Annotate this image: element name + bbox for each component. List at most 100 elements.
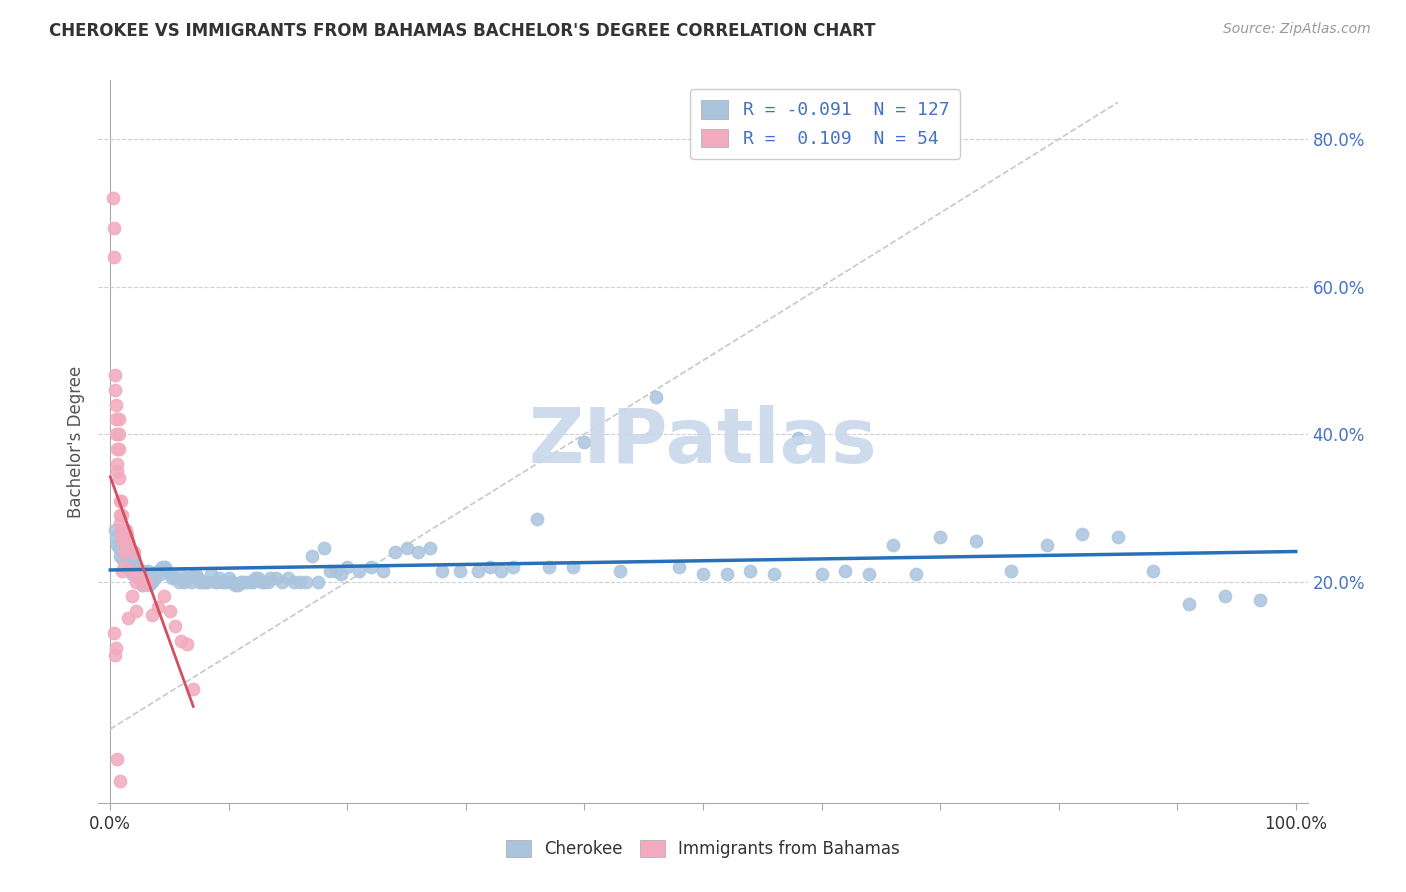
Point (250, 574, 273, 589)
Legend: Cherokee, Immigrants from Bahamas: Cherokee, Immigrants from Bahamas (498, 832, 908, 867)
Point (111, 526, 134, 541)
Point (232, 574, 254, 589)
Point (215, 574, 238, 589)
Point (526, 512, 548, 526)
Point (277, 571, 299, 585)
Point (105, 398, 128, 412)
Point (121, 590, 143, 604)
Point (882, 538, 904, 552)
Point (110, 493, 132, 508)
Point (288, 574, 311, 589)
Point (194, 574, 217, 589)
Point (125, 560, 148, 574)
Point (1107, 530, 1129, 544)
Text: ZIPatlas: ZIPatlas (529, 405, 877, 478)
Point (491, 564, 513, 578)
Point (108, 516, 131, 530)
Point (103, 220, 125, 235)
Point (235, 574, 257, 589)
Point (224, 578, 246, 592)
Point (111, 545, 134, 559)
Point (264, 571, 287, 585)
Point (107, 427, 129, 442)
Point (121, 564, 143, 578)
Point (105, 442, 128, 456)
Point (257, 574, 280, 589)
Point (347, 564, 370, 578)
Point (122, 549, 145, 563)
Point (103, 250, 125, 264)
Point (111, 508, 134, 523)
Point (295, 574, 318, 589)
Point (103, 626, 125, 640)
Text: Source: ZipAtlas.com: Source: ZipAtlas.com (1223, 22, 1371, 37)
Point (159, 604, 181, 618)
Point (668, 560, 690, 574)
Point (1071, 526, 1094, 541)
Point (467, 564, 489, 578)
Point (360, 560, 382, 574)
Point (253, 574, 276, 589)
Point (114, 549, 136, 563)
Point (117, 611, 139, 625)
Point (449, 564, 471, 578)
Point (218, 571, 240, 585)
Point (200, 567, 222, 582)
Point (108, 773, 131, 788)
Point (125, 604, 148, 618)
Point (128, 567, 150, 582)
Point (1249, 593, 1271, 607)
Point (336, 560, 359, 574)
Point (307, 574, 329, 589)
Point (110, 538, 132, 552)
Point (129, 564, 152, 578)
Point (965, 534, 987, 549)
Point (259, 571, 281, 585)
Point (609, 564, 631, 578)
Point (131, 578, 153, 592)
Point (271, 574, 294, 589)
Point (107, 412, 129, 426)
Point (1178, 597, 1201, 611)
Point (574, 434, 596, 449)
Point (395, 541, 418, 556)
Point (114, 545, 136, 559)
Text: CHEROKEE VS IMMIGRANTS FROM BAHAMAS BACHELOR'S DEGREE CORRELATION CHART: CHEROKEE VS IMMIGRANTS FROM BAHAMAS BACH… (49, 22, 876, 40)
Point (125, 574, 148, 589)
Point (152, 590, 174, 604)
Point (229, 574, 252, 589)
Point (105, 412, 128, 426)
Point (834, 564, 856, 578)
Point (105, 640, 128, 655)
Point (118, 545, 141, 559)
Point (242, 574, 264, 589)
Point (692, 567, 714, 582)
Point (170, 567, 193, 582)
Point (432, 564, 454, 578)
Point (110, 523, 132, 537)
Point (115, 541, 138, 556)
Point (112, 552, 135, 566)
Point (167, 574, 190, 589)
Point (221, 574, 243, 589)
Point (114, 545, 136, 559)
Point (104, 648, 127, 663)
Point (124, 564, 146, 578)
Point (107, 442, 129, 456)
Point (105, 464, 128, 478)
Point (330, 567, 353, 582)
Point (537, 560, 560, 574)
Point (561, 560, 583, 574)
Point (111, 530, 134, 544)
Point (204, 574, 226, 589)
Point (1000, 564, 1022, 578)
Point (104, 383, 127, 397)
Point (105, 538, 128, 552)
Point (139, 574, 162, 589)
Point (135, 574, 157, 589)
Point (1036, 538, 1059, 552)
Point (176, 637, 198, 651)
Point (149, 567, 172, 582)
Point (129, 564, 152, 578)
Point (173, 574, 195, 589)
